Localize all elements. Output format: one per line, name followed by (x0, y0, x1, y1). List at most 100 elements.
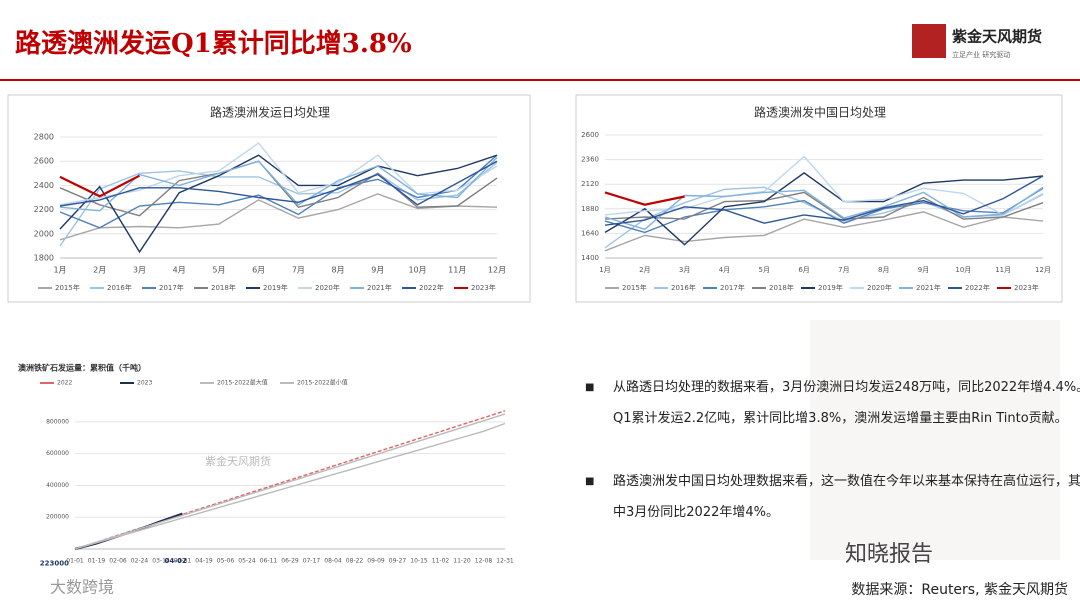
bullet: 从路透日均处理的数据来看，3月份澳洲日均发运248万吨，同比2022年增4.4%… (585, 372, 1080, 434)
series-line (59, 161, 498, 247)
x-tick-label: 8月 (878, 266, 889, 274)
x-tick-label: 4月 (719, 266, 730, 274)
y-tick-label: 2600 (34, 157, 54, 166)
legend-label: 2018年 (211, 283, 236, 292)
bullet: 路透澳洲发中国日均处理数据来看，这一数值在今年以来基本保持在高位运行，其中3月份… (585, 466, 1080, 528)
y-tick-label: 1400 (581, 254, 599, 262)
source: 数据来源：Reuters, 紫金天风期货 (851, 581, 1068, 598)
x-tick-label: 11-02 (432, 558, 450, 565)
series-line (604, 186, 1044, 231)
x-tick-label: 9月 (371, 266, 384, 275)
x-tick-label: 6月 (252, 266, 265, 275)
x-tick-label: 12月 (1035, 266, 1051, 274)
x-tick-label: 5月 (212, 266, 225, 275)
logo-sub: 立足产业 研究驱动 (952, 50, 1010, 59)
series-line (59, 193, 498, 241)
x-tick-label: 1月 (53, 266, 66, 275)
series-line (59, 160, 498, 217)
chart-title: 澳洲铁矿石发运量：累积值（千吨） (18, 363, 146, 373)
legend-label: 2015-2022最大值 (217, 379, 268, 387)
legend-label: 2022年 (965, 283, 990, 292)
legend-label: 2017年 (720, 283, 745, 292)
x-tick-label: 11-20 (453, 558, 471, 565)
x-tick-label: 10月 (955, 266, 971, 274)
chart-title: 路透澳洲发中国日均处理 (754, 105, 886, 120)
x-tick-label: 02-06 (109, 558, 127, 565)
x-tick-label: 2月 (639, 266, 650, 274)
x-tick-label: 07-17 (303, 558, 321, 565)
x-tick-label: 9月 (918, 266, 929, 274)
legend-label: 2015年 (55, 283, 80, 292)
watermark: 大数跨境 (50, 578, 114, 597)
series-line (604, 191, 685, 206)
x-tick-label: 10月 (408, 266, 426, 275)
x-tick-label: 7月 (838, 266, 849, 274)
legend-label: 2023年 (1014, 283, 1039, 292)
x-tick-label: 08-22 (346, 558, 364, 565)
legend-label: 2023 (137, 380, 152, 387)
y-tick-label: 2200 (34, 205, 54, 214)
y-tick-label: 400000 (46, 482, 69, 489)
x-tick-label: 06-11 (260, 558, 278, 565)
legend-label: 2017年 (159, 283, 184, 292)
legend-label: 2015-2022最小值 (297, 379, 348, 387)
series-line (59, 142, 498, 206)
x-tick-label: 09-09 (367, 558, 385, 565)
x-tick-label: 7月 (292, 266, 305, 275)
x-tick-label: 5月 (759, 266, 770, 274)
series-line (604, 172, 1044, 246)
series-line (74, 413, 506, 550)
x-tick-label: 04-19 (195, 558, 213, 565)
legend-label: 2022 (57, 380, 72, 387)
logo-text: 紫金天风期货 (952, 28, 1042, 46)
x-tick-label: 02-24 (131, 558, 149, 565)
logo-icon (912, 24, 946, 58)
x-tick-label: 12-08 (475, 558, 493, 565)
y-tick-label: 600000 (46, 450, 69, 457)
series-line (59, 154, 498, 254)
y-tick-label: 2000 (34, 229, 54, 238)
x-tick-label: 3月 (133, 266, 146, 275)
x-tick-label: 01-01 (66, 558, 84, 565)
chart-watermark: 紫金天风期货 (205, 454, 271, 468)
x-tick-label: 06-29 (281, 558, 299, 565)
annotation: 04-02 (165, 557, 188, 565)
legend-label: 2015年 (622, 283, 647, 292)
legend-label: 2016年 (107, 283, 132, 292)
series-line (59, 174, 141, 198)
y-tick-label: 2600 (581, 131, 599, 139)
legend-label: 2023年 (471, 283, 496, 292)
x-tick-label: 03-14 (152, 558, 170, 565)
legend-label: 2018年 (769, 283, 794, 292)
slide-title: 路透澳洲发运Q1累计同比增3.8% (15, 28, 412, 59)
x-tick-label: 01-19 (88, 558, 106, 565)
y-tick-label: 1640 (581, 229, 599, 237)
legend-label: 2019年 (263, 283, 288, 292)
x-tick-label: 04-01 (174, 558, 192, 565)
x-tick-label: 12月 (488, 266, 506, 275)
series-line (604, 211, 1044, 252)
panel (575, 94, 1063, 303)
x-tick-label: 10-15 (410, 558, 428, 565)
chart-title: 路透澳洲发运日均处理 (210, 105, 330, 120)
annotation: 223000 (40, 560, 69, 568)
y-tick-label: 800000 (46, 418, 69, 425)
series-line (59, 154, 498, 229)
y-tick-label: 1880 (581, 205, 599, 213)
series-line (74, 422, 506, 550)
legend-label: 2019年 (818, 283, 843, 292)
x-tick-label: 2月 (93, 266, 106, 275)
series-line (59, 157, 498, 212)
x-tick-label: 1月 (599, 266, 610, 274)
x-tick-label: 6月 (798, 266, 809, 274)
x-tick-label: 08-04 (324, 558, 342, 565)
y-tick-label: 2120 (581, 180, 599, 188)
legend-label: 2021年 (367, 283, 392, 292)
y-tick-label: 2360 (581, 156, 599, 164)
x-tick-label: 8月 (332, 266, 345, 275)
x-tick-label: 4月 (173, 266, 186, 275)
x-tick-label: 11月 (995, 266, 1011, 274)
legend-label: 2016年 (671, 283, 696, 292)
